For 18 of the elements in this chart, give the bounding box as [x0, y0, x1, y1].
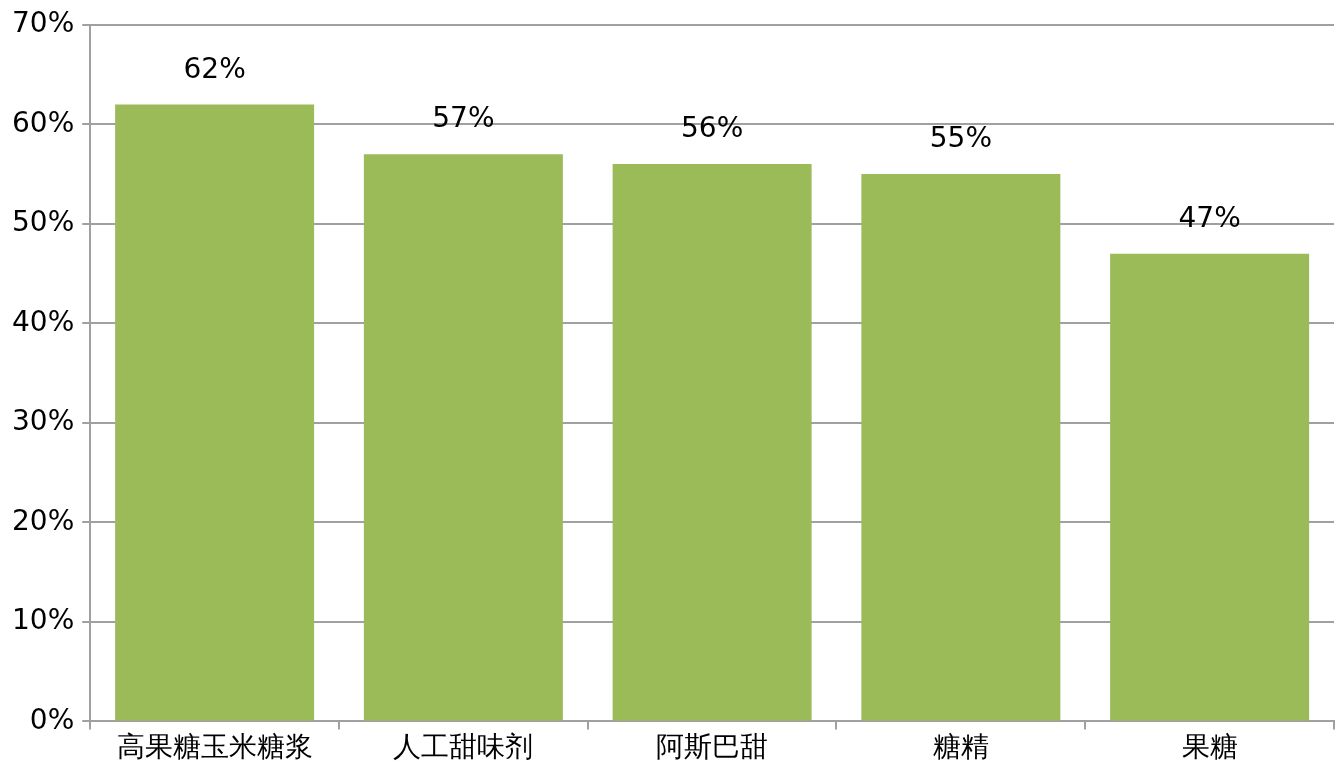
data-label: 62%: [183, 51, 246, 85]
x-tick-label: 人工甜味剂: [393, 730, 534, 764]
x-tick-label: 果糖: [1181, 730, 1238, 764]
x-tick-label: 糖精: [932, 730, 989, 764]
x-tick-label: 阿斯巴甜: [656, 730, 769, 764]
y-tick-label: 50%: [12, 205, 75, 239]
y-tick-label: 70%: [12, 6, 75, 40]
y-tick-label: 20%: [12, 503, 75, 537]
y-tick-label: 40%: [12, 304, 75, 338]
data-label: 57%: [432, 101, 495, 135]
data-label: 55%: [929, 121, 992, 155]
data-label: 56%: [681, 111, 744, 145]
y-tick-label: 0%: [29, 702, 75, 736]
x-tick-label: 高果糖玉米糖浆: [116, 730, 313, 764]
data-label: 47%: [1178, 200, 1241, 234]
y-tick-label: 10%: [12, 603, 75, 637]
y-tick-label: 60%: [12, 105, 75, 139]
y-tick-label: 30%: [12, 404, 75, 438]
